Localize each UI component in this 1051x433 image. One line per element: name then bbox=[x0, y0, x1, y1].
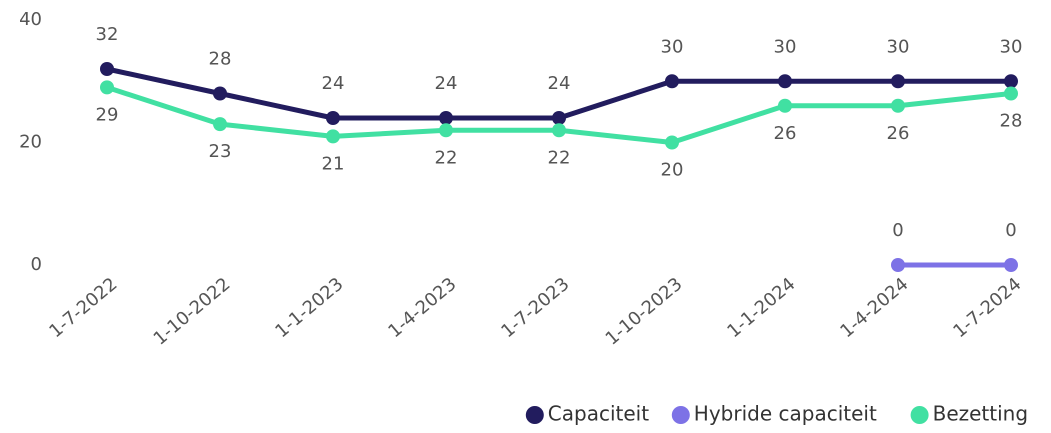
legend-marker bbox=[671, 406, 690, 424]
data-label: 30 bbox=[887, 36, 910, 57]
data-label: 24 bbox=[548, 73, 571, 94]
data-point bbox=[100, 62, 114, 76]
data-label: 24 bbox=[435, 73, 458, 94]
data-label: 23 bbox=[209, 141, 232, 162]
data-point bbox=[439, 111, 453, 125]
data-point bbox=[891, 258, 905, 272]
y-tick-label: 0 bbox=[31, 254, 42, 275]
data-point bbox=[778, 98, 792, 113]
data-label: 28 bbox=[209, 49, 232, 70]
y-tick-label: 40 bbox=[19, 9, 42, 30]
legend-label: Bezetting bbox=[933, 402, 1028, 426]
data-label: 26 bbox=[774, 123, 797, 144]
data-point bbox=[1004, 86, 1018, 101]
data-point bbox=[552, 123, 566, 138]
data-label: 30 bbox=[661, 36, 684, 57]
data-point bbox=[213, 117, 227, 132]
data-point bbox=[891, 74, 905, 89]
x-tick-label: 1-4-2023 bbox=[384, 274, 460, 343]
data-label: 0 bbox=[1005, 220, 1016, 241]
legend: Capaciteit Hybride capaciteit Bezetting bbox=[525, 402, 1028, 426]
x-tick-label: 1-4-2024 bbox=[836, 274, 912, 343]
data-point bbox=[326, 129, 340, 144]
x-tick-label: 1-7-2024 bbox=[949, 274, 1025, 343]
data-label: 30 bbox=[1000, 36, 1023, 57]
data-label: 21 bbox=[322, 153, 345, 174]
data-label: 20 bbox=[661, 160, 684, 181]
data-label: 30 bbox=[774, 36, 797, 57]
y-tick-label: 20 bbox=[19, 132, 42, 153]
data-point bbox=[665, 135, 679, 150]
data-label: 28 bbox=[1000, 111, 1023, 132]
legend-marker bbox=[910, 406, 929, 424]
data-point bbox=[213, 86, 227, 101]
data-point bbox=[778, 74, 792, 89]
data-label: 22 bbox=[548, 147, 571, 168]
data-point bbox=[552, 111, 566, 125]
legend-marker bbox=[525, 406, 544, 424]
data-point bbox=[665, 74, 679, 89]
data-label: 26 bbox=[887, 123, 910, 144]
x-tick-label: 1-7-2022 bbox=[45, 274, 121, 343]
x-tick-label: 1-1-2023 bbox=[271, 274, 347, 343]
x-tick-label: 1-1-2024 bbox=[723, 274, 799, 343]
data-point bbox=[100, 80, 114, 95]
data-label: 0 bbox=[892, 220, 903, 241]
data-point bbox=[439, 123, 453, 138]
data-label: 24 bbox=[322, 73, 345, 94]
legend-label: Capaciteit bbox=[548, 402, 649, 426]
data-label: 22 bbox=[435, 147, 458, 168]
x-tick-label: 1-7-2023 bbox=[497, 274, 573, 343]
legend-label: Hybride capaciteit bbox=[694, 402, 877, 426]
data-point bbox=[1004, 258, 1018, 272]
data-label: 29 bbox=[96, 104, 119, 125]
x-tick-label: 1-10-2023 bbox=[602, 274, 687, 350]
data-label: 32 bbox=[96, 24, 119, 45]
data-point bbox=[1004, 74, 1018, 89]
data-point bbox=[891, 98, 905, 113]
x-tick-label: 1-10-2022 bbox=[150, 274, 235, 350]
data-point bbox=[326, 111, 340, 125]
